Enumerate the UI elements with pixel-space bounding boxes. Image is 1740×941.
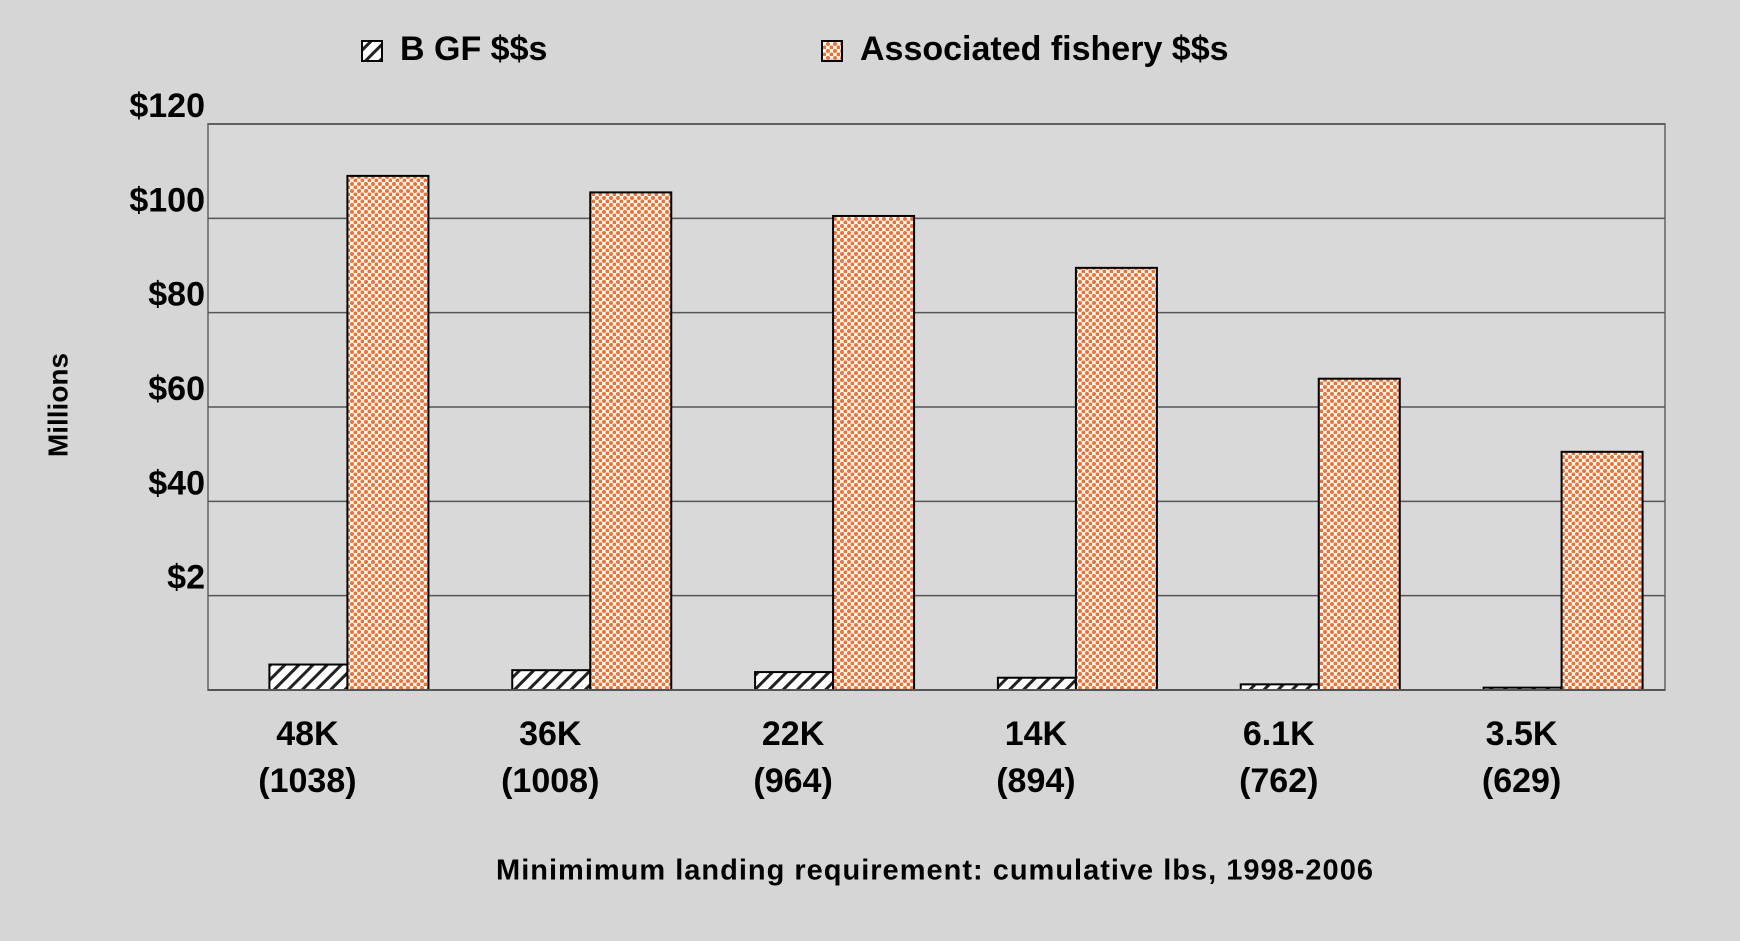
bar xyxy=(589,191,673,691)
x-tick-label: 6.1K xyxy=(1243,715,1315,753)
x-tick-label: (629) xyxy=(1482,762,1561,800)
x-tick-label: 36K xyxy=(519,715,582,753)
x-tick-label: 48K xyxy=(276,715,339,753)
bar xyxy=(346,174,430,691)
bar xyxy=(511,669,592,692)
bar xyxy=(1317,377,1401,691)
bar xyxy=(268,663,349,692)
y-tick-label: $40 xyxy=(148,464,205,502)
bar xyxy=(1560,450,1644,691)
bar xyxy=(832,214,916,691)
x-tick-label: 3.5K xyxy=(1486,715,1558,753)
legend-swatch xyxy=(821,40,843,62)
bar xyxy=(754,671,835,691)
x-tick-label: (1008) xyxy=(501,762,599,800)
x-tick-label: 14K xyxy=(1005,715,1068,753)
x-tick-label: (762) xyxy=(1239,762,1318,800)
x-tick-label: (1038) xyxy=(258,762,356,800)
y-tick-label: $80 xyxy=(148,276,205,314)
bar xyxy=(1074,266,1158,691)
y-tick-label: $60 xyxy=(148,370,205,408)
bar xyxy=(996,676,1077,692)
y-axis-title: Millions xyxy=(42,353,73,457)
y-tick-label: $100 xyxy=(129,181,205,219)
legend-swatch xyxy=(361,40,383,62)
x-tick-label: 22K xyxy=(762,715,825,753)
y-tick-label: $120 xyxy=(129,87,205,125)
x-tick-label: (964) xyxy=(753,762,832,800)
x-tick-label: (894) xyxy=(996,762,1075,800)
legend-label: Associated fishery $$s xyxy=(860,30,1229,68)
legend-label: B GF $$s xyxy=(400,30,547,68)
x-axis-title: Minimimum landing requirement: cumulativ… xyxy=(496,855,1374,887)
y-tick-label: $2 xyxy=(167,559,205,597)
